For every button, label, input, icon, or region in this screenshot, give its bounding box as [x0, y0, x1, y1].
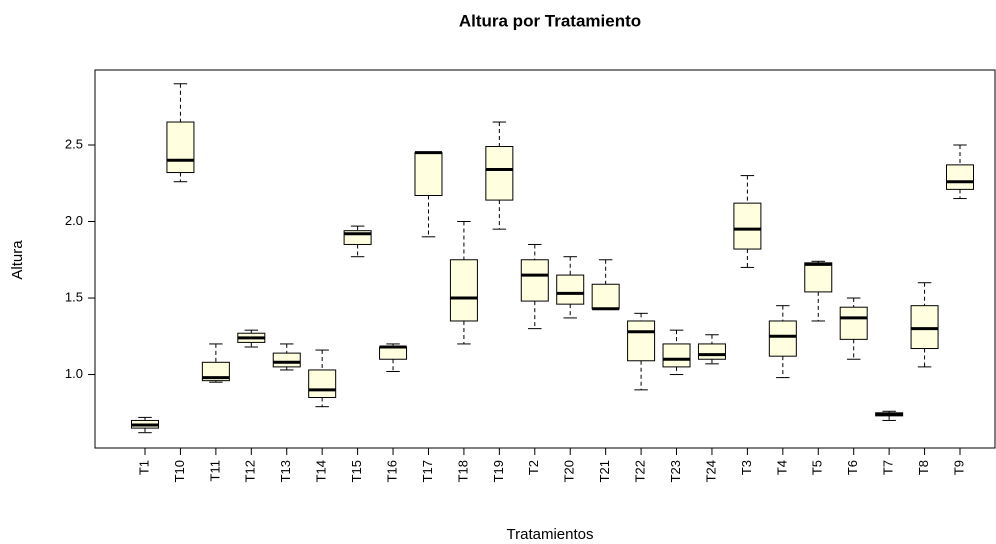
x-tick-label: T11 [207, 460, 222, 481]
box [697, 343, 726, 360]
x-tick-label: T16 [384, 460, 399, 482]
x-tick-label: T15 [349, 460, 364, 482]
x-tick-label: T13 [278, 460, 293, 482]
x-tick-label: T7 [881, 460, 896, 475]
x-axis-label: Tratamientos [507, 526, 594, 543]
box [201, 361, 230, 382]
box [733, 202, 762, 250]
x-tick-label: T17 [420, 460, 435, 482]
x-tick-label: T9 [951, 460, 966, 475]
box [272, 352, 301, 368]
y-tick-label: 2.5 [65, 136, 83, 151]
box [449, 259, 478, 322]
box [910, 305, 939, 350]
box [414, 152, 443, 196]
box [839, 306, 868, 340]
x-tick-label: T19 [491, 460, 506, 482]
x-tick-label: T18 [455, 460, 470, 482]
x-tick-label: T20 [562, 460, 577, 482]
x-tick-label: T4 [774, 460, 789, 475]
box [520, 259, 549, 302]
x-tick-label: T6 [845, 460, 860, 475]
x-tick-label: T14 [314, 460, 329, 482]
x-tick-label: T23 [668, 460, 683, 482]
y-tick-label: 2.0 [65, 213, 83, 228]
box [627, 320, 656, 362]
box [166, 121, 195, 174]
y-tick-label: 1.5 [65, 289, 83, 304]
x-tick-label: T21 [597, 460, 612, 482]
x-tick-label: T2 [526, 460, 541, 475]
x-tick-label: T12 [243, 460, 258, 482]
x-tick-label: T3 [739, 460, 754, 475]
box [485, 146, 514, 201]
x-tick-label: T10 [172, 460, 187, 482]
x-tick-label: T22 [633, 460, 648, 482]
plot-frame [94, 69, 996, 449]
x-tick-label: T1 [136, 460, 151, 475]
x-tick-label: T24 [703, 460, 718, 482]
box [804, 262, 833, 293]
y-axis-label: Altura [9, 240, 26, 280]
box [308, 369, 337, 398]
chart-title: Altura por Tratamiento [459, 11, 641, 30]
box [556, 274, 585, 305]
box [379, 346, 408, 360]
y-tick-label: 1.0 [65, 366, 83, 381]
box [946, 164, 974, 190]
box [662, 343, 691, 368]
box [768, 320, 797, 357]
x-tick-label: T8 [916, 460, 931, 475]
x-tick-label: T5 [810, 460, 825, 475]
box [591, 283, 620, 310]
